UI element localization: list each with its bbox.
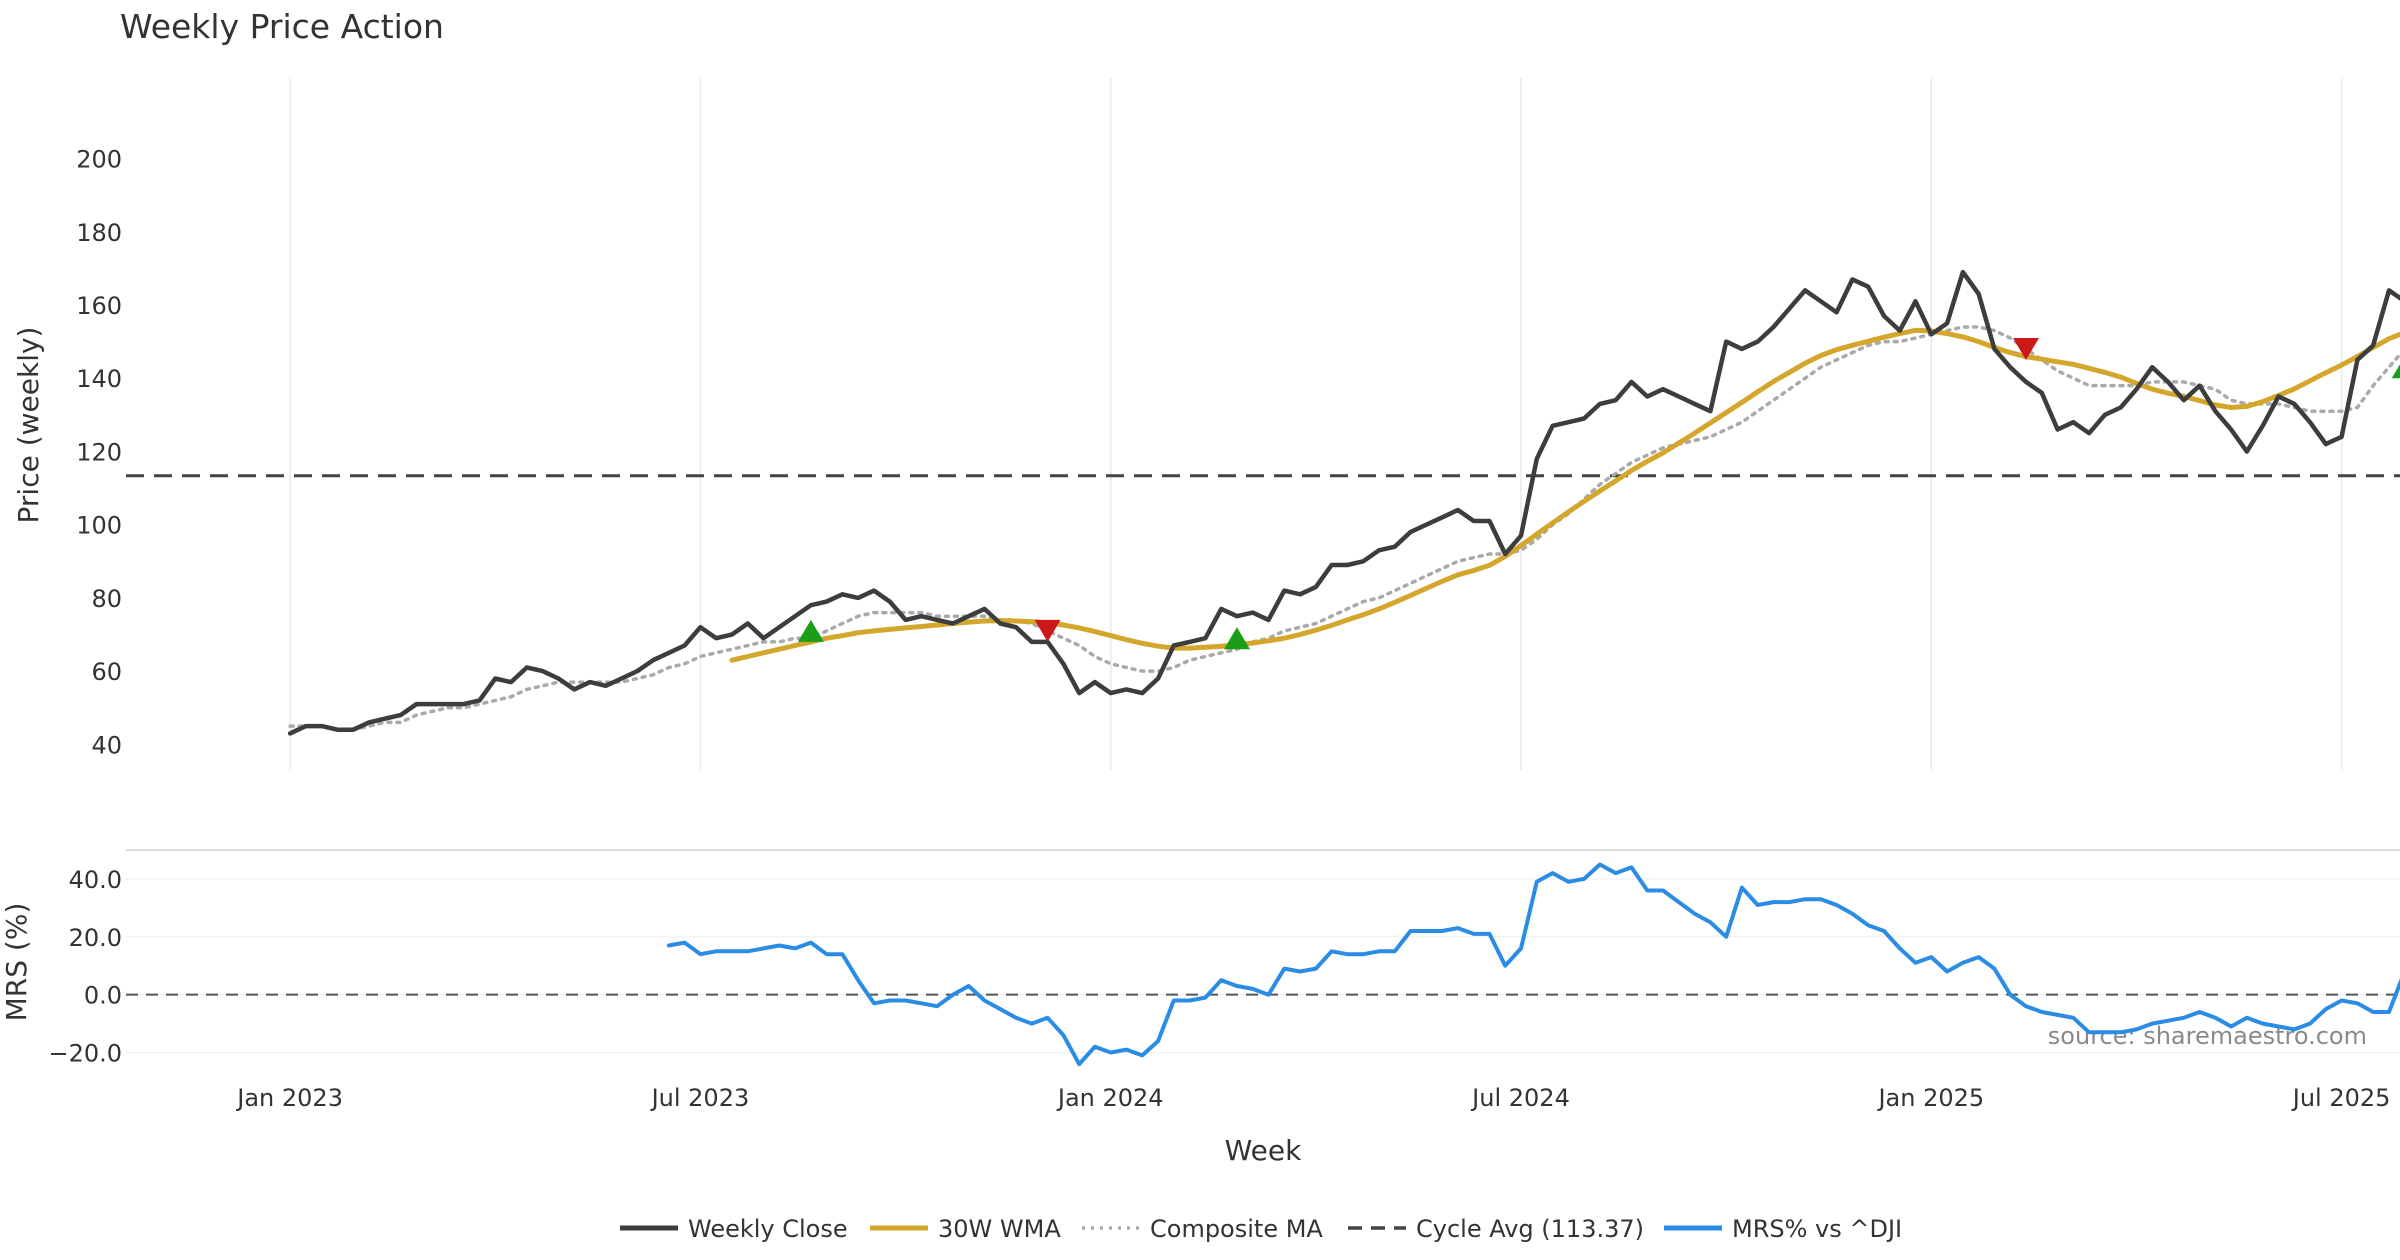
legend-label: 30W WMA (938, 1215, 1061, 1243)
buy-signal-marker (1223, 627, 1250, 650)
mrs-tick-label: 40.0 (69, 866, 122, 894)
chart-title: Weekly Price Action (120, 7, 444, 46)
mrs-tick-label: 20.0 (69, 924, 122, 952)
x-tick-label: Jul 2023 (650, 1084, 750, 1112)
legend[interactable]: Weekly Close 30W WMA Composite MA Cycle Avg… (620, 1215, 1902, 1243)
price-tick-label: 60 (91, 658, 122, 686)
sell-signal-marker (1034, 619, 1061, 642)
mrs-tick-label: 0.0 (84, 982, 122, 1010)
source-note: source: sharemaestro.com (2048, 1022, 2367, 1050)
buy-signal-marker (2391, 364, 2400, 379)
x-tick-label: Jan 2024 (1056, 1084, 1164, 1112)
wma30-line (729, 327, 2400, 663)
weekly-close-line (287, 269, 2400, 736)
x-tick-label: Jul 2025 (2291, 1084, 2391, 1112)
price-tick-label: 180 (76, 219, 122, 247)
price-tick-label: 200 (76, 146, 122, 174)
legend-item[interactable]: Weekly Close (620, 1215, 848, 1243)
sell-signal-marker (2012, 337, 2039, 360)
price-tick-label: 140 (76, 365, 122, 393)
legend-item[interactable]: MRS% vs ^DJI (1664, 1215, 1902, 1243)
axis-ticks: Jan 2023 Jul 2023 Jan 2024 Jul 2024 Jan 2025… (48, 146, 2390, 1112)
price-tick-label: 80 (91, 585, 122, 613)
signals (797, 337, 2400, 650)
price-tick-label: 120 (76, 438, 122, 466)
mrs-tick-label: −20.0 (48, 1040, 122, 1068)
mrs-axis-label: MRS (%) (0, 903, 33, 1022)
x-tick-label: Jan 2025 (1876, 1084, 1984, 1112)
x-tick-label: Jul 2024 (1470, 1084, 1570, 1112)
price-axis-label: Price (weekly) (12, 327, 45, 524)
buy-signal-marker (797, 619, 824, 642)
series (126, 269, 2400, 1067)
composite-ma-line (288, 325, 2400, 732)
legend-item[interactable]: 30W WMA (870, 1215, 1061, 1243)
x-axis-label: Week (1225, 1134, 1302, 1167)
x-tick-label: Jan 2023 (235, 1084, 343, 1112)
legend-label: Cycle Avg (113.37) (1416, 1215, 1644, 1243)
price-tick-label: 100 (76, 512, 122, 540)
mrs-line (666, 862, 2400, 1067)
price-tick-label: 160 (76, 292, 122, 320)
grid (126, 78, 2400, 1054)
legend-label: MRS% vs ^DJI (1732, 1215, 1902, 1243)
legend-item[interactable]: Cycle Avg (113.37) (1348, 1215, 1644, 1243)
price-tick-label: 40 (91, 731, 122, 759)
legend-item[interactable]: Composite MA (1082, 1215, 1323, 1243)
legend-label: Composite MA (1150, 1215, 1323, 1243)
legend-label: Weekly Close (688, 1215, 848, 1243)
